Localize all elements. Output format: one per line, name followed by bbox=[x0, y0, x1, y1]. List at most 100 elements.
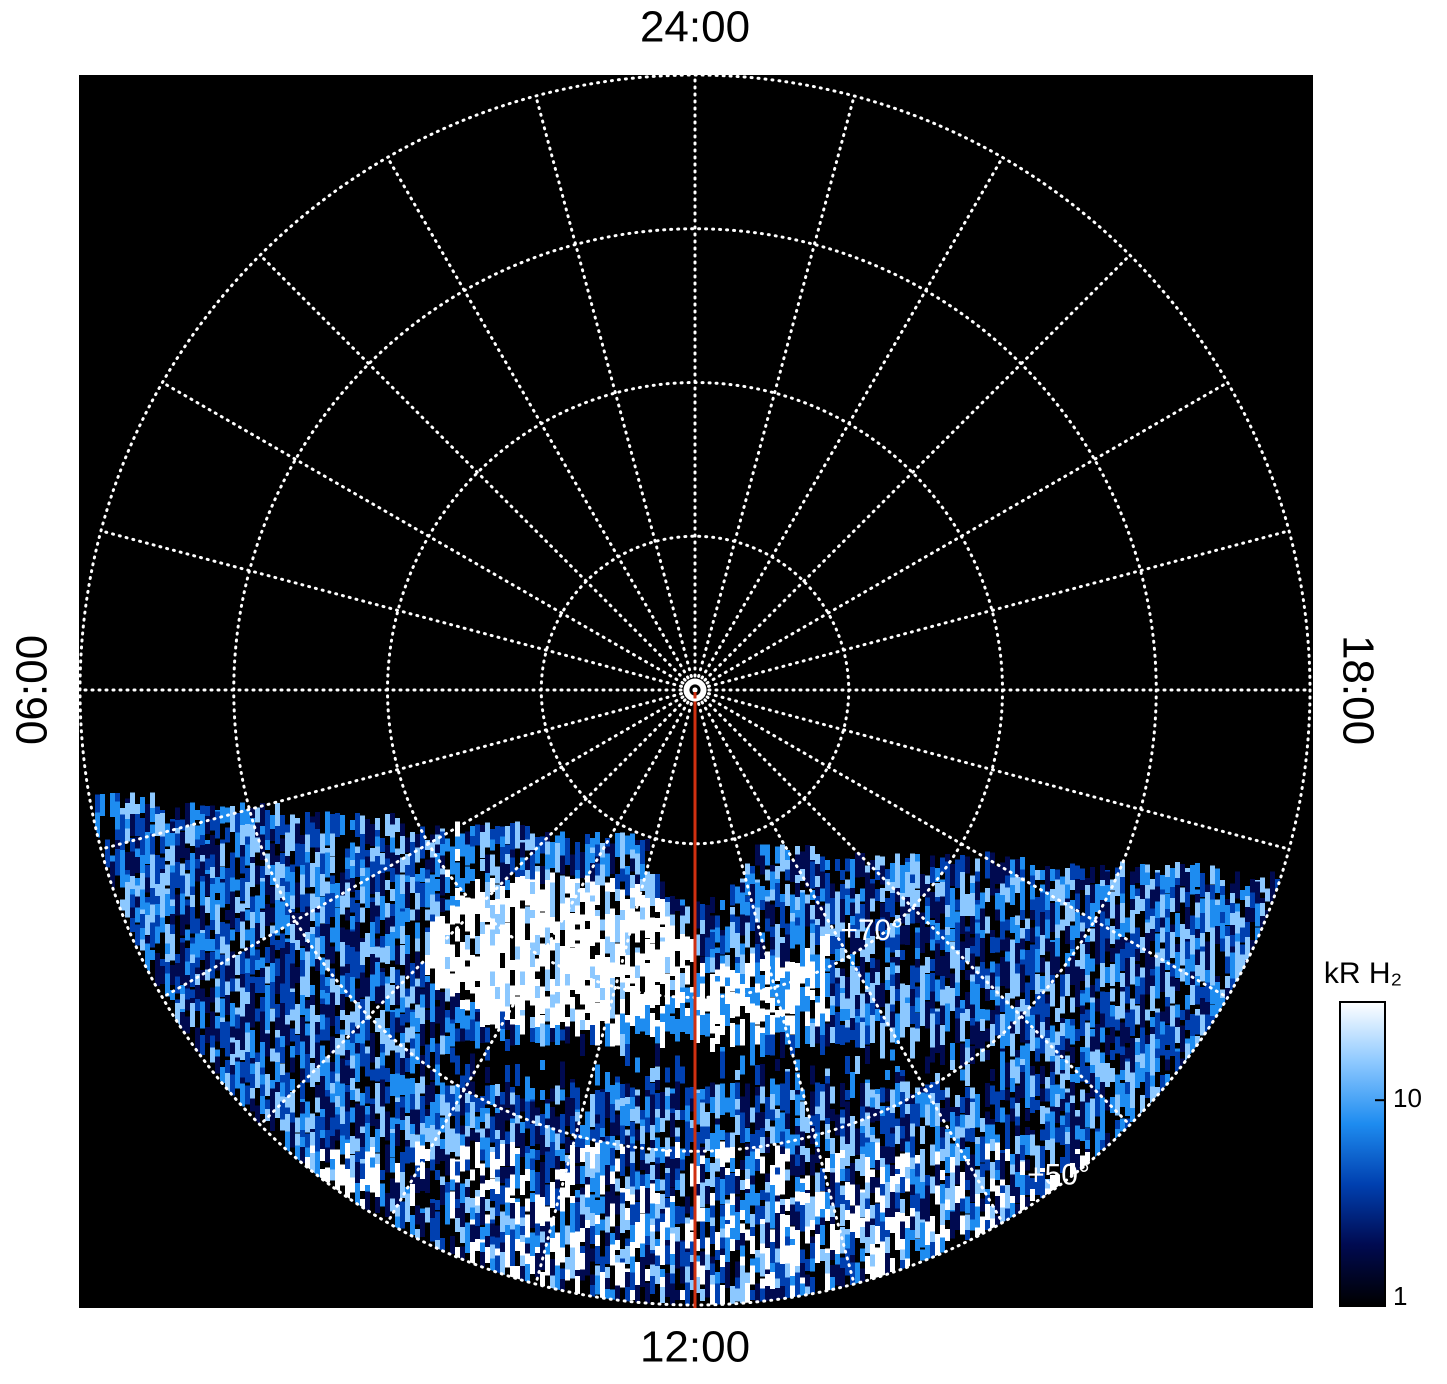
emission-pixel bbox=[865, 1182, 870, 1208]
emission-pixel bbox=[480, 1027, 485, 1043]
emission-pixel bbox=[790, 1090, 795, 1100]
emission-pixel bbox=[955, 1095, 960, 1115]
emission-pixel bbox=[980, 1136, 985, 1154]
emission-pixel bbox=[730, 992, 735, 1018]
emission-pixel bbox=[215, 1016, 220, 1034]
emission-pixel bbox=[1180, 887, 1185, 903]
emission-pixel bbox=[895, 888, 900, 902]
emission-pixel bbox=[940, 1045, 945, 1065]
emission-pixel bbox=[390, 1198, 395, 1212]
emission-pixel bbox=[890, 1113, 895, 1137]
emission-pixel bbox=[1020, 910, 1025, 920]
emission-pixel bbox=[445, 899, 450, 911]
emission-pixel bbox=[440, 1117, 445, 1133]
emission-pixel bbox=[870, 1169, 875, 1181]
emission-pixel bbox=[250, 808, 255, 822]
emission-pixel bbox=[225, 923, 230, 947]
emission-pixel bbox=[445, 1192, 450, 1218]
emission-pixel bbox=[865, 1209, 870, 1221]
emission-pixel bbox=[765, 1258, 770, 1272]
emission-pixel bbox=[250, 1002, 255, 1028]
emission-pixel bbox=[680, 973, 685, 997]
emission-pixel bbox=[235, 1014, 240, 1036]
emission-pixel bbox=[265, 853, 270, 877]
emission-pixel bbox=[180, 956, 185, 974]
emission-pixel bbox=[625, 1022, 630, 1048]
emission-pixel bbox=[455, 849, 460, 861]
emission-pixel bbox=[550, 1263, 555, 1287]
emission-pixel bbox=[885, 1230, 890, 1240]
emission-pixel bbox=[1005, 1004, 1010, 1026]
emission-pixel bbox=[140, 928, 145, 942]
emission-pixel bbox=[340, 895, 345, 915]
emission-pixel bbox=[280, 933, 285, 957]
emission-pixel bbox=[595, 1172, 600, 1198]
emission-pixel bbox=[350, 931, 355, 959]
emission-pixel bbox=[1175, 952, 1180, 978]
emission-pixel bbox=[500, 924, 505, 946]
emission-pixel bbox=[1165, 932, 1170, 958]
emission-pixel bbox=[560, 855, 565, 875]
emission-pixel bbox=[775, 1010, 780, 1020]
emission-pixel bbox=[500, 836, 505, 854]
emission-pixel bbox=[1060, 996, 1065, 1014]
emission-pixel bbox=[530, 1101, 535, 1129]
emission-pixel bbox=[465, 1222, 470, 1248]
emission-pixel bbox=[840, 1169, 845, 1181]
emission-pixel bbox=[575, 1270, 580, 1280]
emission-pixel bbox=[1140, 1013, 1145, 1037]
emission-pixel bbox=[650, 1094, 655, 1116]
emission-pixel bbox=[595, 916, 600, 934]
emission-pixel bbox=[1105, 918, 1110, 932]
emission-pixel bbox=[1250, 879, 1255, 891]
emission-pixel bbox=[455, 862, 460, 888]
emission-pixel bbox=[955, 1165, 960, 1185]
emission-pixel bbox=[705, 942, 710, 968]
emission-pixel bbox=[695, 1166, 700, 1184]
emission-pixel bbox=[720, 1204, 725, 1226]
emission-pixel bbox=[1020, 949, 1025, 961]
emission-pixel bbox=[1005, 875, 1010, 895]
emission-pixel bbox=[655, 1026, 660, 1044]
emission-pixel bbox=[205, 1027, 210, 1043]
emission-pixel bbox=[715, 1158, 720, 1172]
emission-pixel bbox=[1030, 927, 1035, 943]
emission-pixel bbox=[630, 1097, 635, 1113]
emission-pixel bbox=[745, 1283, 750, 1305]
emission-pixel bbox=[590, 1248, 595, 1262]
emission-pixel bbox=[880, 856, 885, 874]
emission-pixel bbox=[920, 928, 925, 942]
emission-pixel bbox=[1035, 949, 1040, 961]
emission-pixel bbox=[840, 1150, 845, 1160]
emission-pixel bbox=[325, 1096, 330, 1114]
emission-pixel bbox=[530, 894, 535, 916]
emission-pixel bbox=[825, 913, 830, 937]
emission-pixel bbox=[605, 1141, 610, 1169]
emission-pixel bbox=[865, 1237, 870, 1253]
emission-pixel bbox=[560, 903, 565, 927]
emission-pixel bbox=[645, 1076, 650, 1094]
emission-pixel bbox=[725, 1262, 730, 1288]
emission-pixel bbox=[860, 888, 865, 902]
emission-pixel bbox=[635, 884, 640, 906]
emission-pixel bbox=[745, 1193, 750, 1217]
emission-pixel bbox=[945, 986, 950, 1004]
emission-pixel bbox=[840, 993, 845, 1017]
emission-pixel bbox=[900, 1138, 905, 1152]
emission-pixel bbox=[300, 976, 305, 994]
emission-pixel bbox=[665, 1240, 670, 1250]
emission-pixel bbox=[300, 1026, 305, 1044]
emission-pixel bbox=[940, 976, 945, 994]
emission-pixel bbox=[290, 823, 295, 847]
emission-pixel bbox=[880, 1221, 885, 1249]
emission-pixel bbox=[1100, 865, 1105, 885]
emission-pixel bbox=[630, 908, 635, 922]
emission-pixel bbox=[395, 1216, 400, 1234]
emission-pixel bbox=[415, 1046, 420, 1064]
emission-pixel bbox=[345, 1039, 350, 1051]
emission-pixel bbox=[515, 887, 520, 903]
emission-pixel bbox=[375, 1018, 380, 1032]
emission-pixel bbox=[280, 1003, 285, 1027]
emission-pixel bbox=[1195, 929, 1200, 941]
emission-pixel bbox=[695, 934, 700, 956]
